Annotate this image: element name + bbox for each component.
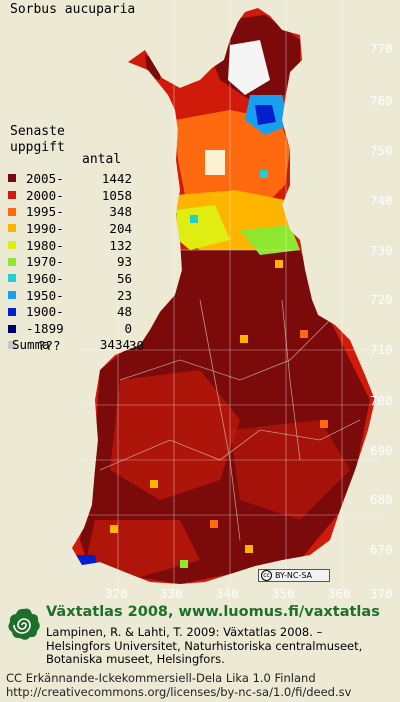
legend-swatch (8, 324, 16, 333)
x-tick-label: 320 (105, 586, 128, 601)
legend-heading-line2: uppgift (10, 140, 65, 155)
species-name: Sorbus aucuparia (10, 2, 136, 17)
legend-summa: Summa 3434 (12, 337, 130, 352)
legend-count: 132 (109, 237, 132, 253)
legend-period-label: ??? (38, 337, 61, 353)
y-tick-label: 740 (370, 193, 393, 208)
citation-line2: Helsingfors Universitet, Naturhistoriska… (46, 638, 363, 653)
legend-swatch (8, 307, 16, 316)
legend-swatch (8, 207, 16, 216)
y-tick-label: 750 (370, 143, 393, 158)
legend-period-label: 2005- (26, 170, 64, 186)
citation-line1: Lampinen, R. & Lahti, T. 2009: Växtatlas… (46, 625, 323, 639)
legend-swatch (8, 241, 16, 250)
cc-license-badge[interactable]: cc BY-NC-SA (258, 569, 330, 582)
legend-period-label: 1900- (26, 304, 64, 320)
legend-period-label: 1970- (26, 254, 64, 270)
legend-heading-line1: Senaste (10, 124, 65, 139)
legend-count: 1442 (101, 170, 132, 186)
legend-count: 204 (109, 220, 132, 236)
legend-swatch (8, 257, 16, 266)
x-tick-label: 360 (328, 586, 351, 601)
legend-count: 93 (116, 254, 132, 270)
cc-icon: cc (261, 570, 272, 581)
y-tick-label: 670 (370, 542, 393, 557)
legend-count: 23 (116, 287, 132, 303)
legend-period-label: 2000- (26, 187, 64, 203)
summa-label: Summa (12, 337, 50, 352)
x-tick-label: 370 (370, 586, 393, 601)
y-tick-label: 760 (370, 93, 393, 108)
y-tick-label: 690 (370, 443, 393, 458)
x-tick-label: 340 (216, 586, 239, 601)
legend-swatch (8, 174, 16, 183)
legend-row: 1995- 348 (8, 203, 144, 220)
legend-row: 1960- 56 (8, 270, 144, 287)
finland-distribution-map (72, 0, 380, 590)
legend-row: 2005- 1442 (8, 170, 144, 187)
legend-row: 1950- 23 (8, 287, 144, 304)
legend-period-label: 1950- (26, 287, 64, 303)
y-tick-label: 720 (370, 292, 393, 307)
legend-swatch (8, 274, 16, 283)
legend-count: 0 (124, 321, 132, 337)
atlas-title: Växtatlas 2008, www.luomus.fi/vaxtatlas (46, 604, 380, 620)
legend-period-label: -1899 (26, 321, 64, 337)
grid-lines (80, 0, 380, 590)
x-tick-label: 350 (272, 586, 295, 601)
legend-count: 1058 (101, 187, 132, 203)
y-tick-label: 680 (370, 492, 393, 507)
legend-count: 56 (116, 270, 132, 286)
y-tick-label: 730 (370, 243, 393, 258)
legend-swatch (8, 341, 16, 350)
x-tick-label: 330 (160, 586, 183, 601)
license-line1: CC Erkännande-Ickekommersiell-Dela Lika … (6, 671, 316, 685)
y-tick-label: 710 (370, 342, 393, 357)
cc-badge-text: BY-NC-SA (275, 571, 313, 580)
legend-period-label: 1995- (26, 204, 64, 220)
legend-row: 1900- 48 (8, 304, 144, 321)
legend-count-heading: antal (82, 152, 122, 167)
legend-row: 1970- 93 (8, 253, 144, 270)
legend-swatch (8, 191, 16, 200)
legend-swatch (8, 291, 16, 300)
legend-count: 30 (128, 337, 144, 353)
legend-row: 1990- 204 (8, 220, 144, 237)
legend-swatch (8, 224, 16, 233)
legend-period-label: 1990- (26, 220, 64, 236)
y-tick-label: 770 (370, 41, 393, 56)
legend-row: 2000- 1058 (8, 187, 144, 204)
legend-period-label: 1960- (26, 270, 64, 286)
license-text: CC Erkännande-Ickekommersiell-Dela Lika … (6, 671, 351, 699)
legend-period-label: 1980- (26, 237, 64, 253)
citation-line3: Botaniska museet, Helsingfors. (46, 652, 225, 666)
legend-count: 48 (116, 304, 132, 320)
y-tick-label: 700 (370, 393, 393, 408)
license-url[interactable]: http://creativecommons.org/licenses/by-n… (6, 685, 352, 699)
legend-row: 1980- 132 (8, 237, 144, 254)
legend-count: 348 (109, 204, 132, 220)
legend: 2005- 1442 2000- 1058 1995- 348 1990- 204 1980- 1… (8, 170, 144, 354)
legend-heading: Senaste uppgift (10, 124, 65, 156)
legend-row: -1899 0 (8, 320, 144, 337)
summa-value: 3434 (99, 337, 130, 352)
citation: Lampinen, R. & Lahti, T. 2009: Växtatlas… (46, 625, 396, 667)
country-shape (72, 8, 375, 584)
luomus-spiral-logo-icon (8, 608, 40, 640)
legend-row: ??? 30 (8, 337, 144, 354)
